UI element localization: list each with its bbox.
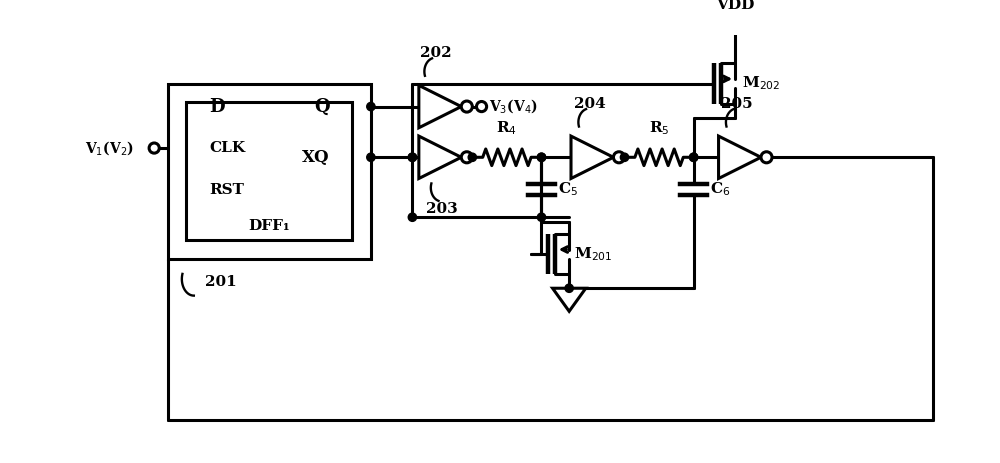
Polygon shape: [571, 136, 613, 179]
Circle shape: [613, 152, 624, 163]
Text: 202: 202: [420, 46, 451, 61]
Circle shape: [537, 153, 546, 162]
Circle shape: [620, 153, 629, 162]
Text: M$_{201}$: M$_{201}$: [574, 245, 612, 263]
Text: C$_6$: C$_6$: [710, 181, 731, 199]
Circle shape: [367, 102, 375, 111]
Circle shape: [537, 213, 546, 221]
Circle shape: [408, 153, 417, 162]
Circle shape: [476, 101, 487, 112]
Bar: [186, 102, 352, 240]
Circle shape: [367, 153, 375, 162]
Circle shape: [149, 143, 159, 153]
Circle shape: [761, 152, 772, 163]
Text: DFF₁: DFF₁: [249, 219, 290, 233]
Text: V$_1$(V$_2$): V$_1$(V$_2$): [85, 139, 134, 157]
Circle shape: [565, 284, 573, 293]
Circle shape: [690, 153, 698, 162]
Text: R$_4$: R$_4$: [496, 119, 517, 137]
Text: VDD: VDD: [716, 0, 754, 12]
Text: CLK: CLK: [210, 141, 246, 155]
Circle shape: [537, 153, 546, 162]
Circle shape: [468, 153, 476, 162]
Text: XQ: XQ: [302, 149, 329, 166]
Circle shape: [461, 101, 472, 112]
Text: M$_{202}$: M$_{202}$: [742, 75, 780, 92]
Text: D: D: [210, 98, 225, 116]
Text: Q: Q: [314, 98, 329, 116]
Polygon shape: [553, 288, 586, 311]
Polygon shape: [719, 136, 761, 179]
Circle shape: [408, 213, 417, 221]
Text: V$_3$(V$_4$): V$_3$(V$_4$): [489, 98, 538, 115]
Polygon shape: [419, 136, 461, 179]
Bar: [168, 83, 371, 259]
Circle shape: [461, 152, 472, 163]
Text: 205: 205: [721, 97, 753, 111]
Text: 203: 203: [426, 201, 458, 216]
Circle shape: [690, 153, 698, 162]
Text: RST: RST: [210, 182, 244, 197]
Text: R$_5$: R$_5$: [649, 119, 669, 137]
Circle shape: [408, 153, 417, 162]
Text: C$_5$: C$_5$: [558, 181, 578, 199]
Text: 204: 204: [574, 97, 605, 111]
Text: 201: 201: [205, 275, 237, 289]
Polygon shape: [419, 85, 461, 128]
